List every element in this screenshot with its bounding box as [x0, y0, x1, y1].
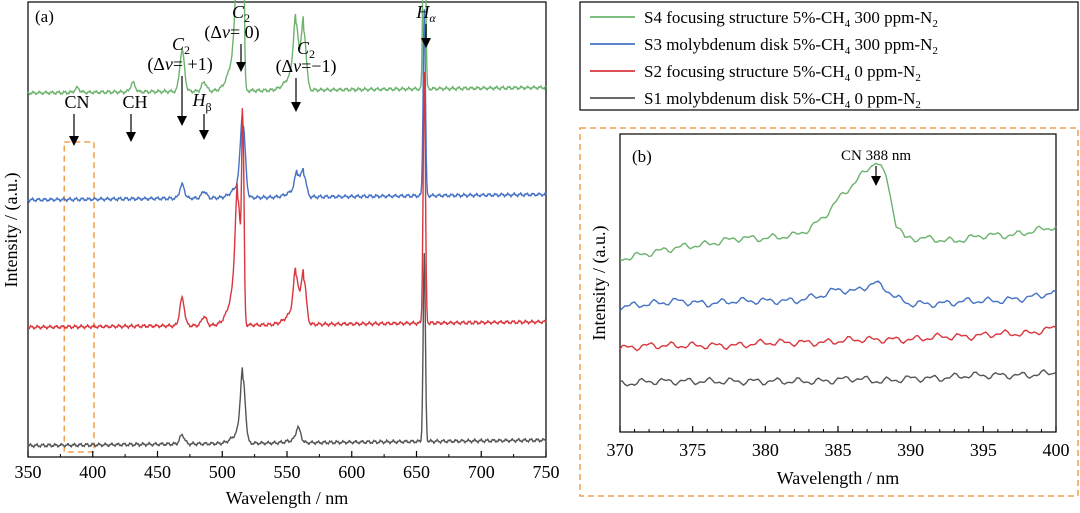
panel-a-x-tick-label: 400 [79, 462, 106, 482]
panel-b-dashed-border [579, 127, 1079, 497]
panel-b-series-s3 [619, 280, 1057, 312]
annotation-h-alpha-arrowhead [421, 38, 431, 48]
annotation-cn: CN [64, 92, 90, 146]
annotation-c2-plus1-transition: (Δν= +1) [147, 54, 212, 75]
legend-label-s2: S2 focusing structure 5%-CH4 0 ppm-N2 [644, 62, 921, 84]
panel-b: 370 375 380 385 390 395 400 (b) Wavelength / n… [589, 133, 1070, 488]
panel-b-series-s2 [619, 325, 1057, 352]
annotation-cn-388: CN 388 nm [841, 148, 911, 186]
legend: S4 focusing structure 5%-CH4 300 ppm-N2 … [579, 1, 1079, 111]
panel-b-x-ticks: 370 375 380 385 390 395 400 [607, 426, 1070, 460]
annotation-cn-label: CN [64, 92, 89, 112]
annotation-c2-minus1-symbol: C2 [297, 38, 315, 61]
panel-b-x-axis-label: Wavelength / nm [777, 468, 900, 488]
annotation-h-beta-arrowhead [199, 130, 209, 140]
annotation-c2-zero-arrowhead [236, 62, 246, 72]
panel-b-x-tick-label: 385 [825, 440, 852, 460]
panel-a-x-tick-label: 350 [15, 462, 42, 482]
annotation-c2-zero-transition: (Δν= 0) [204, 22, 259, 43]
panel-a-x-tick-label: 700 [468, 462, 495, 482]
panel-a-label: (a) [35, 7, 54, 26]
legend-label-s4: S4 focusing structure 5%-CH4 300 ppm-N2 [644, 8, 938, 30]
annotation-cn-388-arrowhead [871, 176, 881, 186]
legend-entry-s2: S2 focusing structure 5%-CH4 0 ppm-N2 [590, 62, 921, 84]
annotation-ch-label: CH [122, 92, 147, 112]
legend-entry-s3: S3 molybdenum disk 5%-CH4 300 ppm-N2 [590, 35, 938, 57]
panel-a-series-s4 [27, 0, 547, 96]
cn-highlight-region [63, 141, 95, 453]
panel-b-plot-frame [619, 133, 1057, 433]
panel-b-x-tick-label: 400 [1043, 440, 1070, 460]
annotation-c2-minus1-transition: (Δν=−1) [276, 56, 337, 77]
panel-a-series-s1 [27, 253, 547, 449]
panel-a-x-axis-label: Wavelength / nm [226, 488, 349, 508]
panel-a: 350 400 450 500 550 600 650 700 750 (a) Waveleng… [1, 0, 560, 508]
panel-a-x-tick-label: 750 [533, 462, 560, 482]
annotation-c2-plus1-symbol: C2 [172, 34, 190, 57]
panel-b-y-axis-label: Intensity / (a.u.) [589, 226, 610, 341]
annotation-cn-388-label: CN 388 nm [841, 148, 911, 164]
panel-a-series-group [27, 0, 547, 449]
panel-b-x-tick-label: 370 [607, 440, 634, 460]
panel-a-x-ticks: 350 400 450 500 550 600 650 700 750 [15, 451, 560, 482]
panel-a-x-tick-label: 650 [403, 462, 430, 482]
panel-a-x-tick-label: 500 [209, 462, 236, 482]
legend-entry-s1: S1 molybdenum disk 5%-CH4 0 ppm-N2 [590, 89, 921, 111]
panel-b-x-tick-label: 375 [679, 440, 706, 460]
annotation-c2-minus1: C2 (Δν=−1) [276, 38, 337, 112]
annotation-ch: CH [122, 92, 148, 142]
panel-b-series-group [619, 162, 1057, 387]
legend-label-s3: S3 molybdenum disk 5%-CH4 300 ppm-N2 [644, 35, 938, 57]
annotation-ch-arrowhead [126, 132, 136, 142]
annotation-h-alpha: Hα [415, 2, 436, 48]
legend-label-s1: S1 molybdenum disk 5%-CH4 0 ppm-N2 [644, 89, 921, 111]
panel-a-x-tick-label: 450 [144, 462, 171, 482]
annotation-c2-minus1-arrowhead [291, 102, 301, 112]
annotation-cn-arrowhead [69, 136, 79, 146]
legend-box [579, 1, 1079, 111]
panel-b-series-s1 [619, 369, 1057, 387]
panel-b-x-tick-label: 395 [970, 440, 997, 460]
panel-b-label: (b) [632, 147, 652, 166]
panel-a-series-s3 [27, 9, 547, 204]
annotation-h-alpha-label: Hα [415, 2, 436, 25]
panel-b-x-tick-label: 390 [897, 440, 924, 460]
panel-a-series-s2 [27, 71, 547, 331]
annotation-c2-zero: C2 (Δν= 0) [204, 2, 260, 72]
panel-a-x-tick-label: 550 [274, 462, 301, 482]
annotation-h-beta-label: Hβ [191, 90, 211, 114]
annotation-h-beta: Hβ [191, 90, 212, 140]
annotation-c2-plus1-arrowhead [177, 116, 187, 126]
panel-b-x-tick-label: 380 [752, 440, 779, 460]
panel-a-x-tick-label: 600 [338, 462, 365, 482]
legend-entry-s4: S4 focusing structure 5%-CH4 300 ppm-N2 [590, 8, 938, 30]
annotation-c2-zero-symbol: C2 [232, 2, 250, 25]
panel-a-y-axis-label: Intensity / (a.u.) [1, 173, 22, 288]
panel-b-series-s4 [619, 162, 1057, 261]
annotation-c2-plus1: C2 (Δν= +1) [147, 34, 213, 126]
